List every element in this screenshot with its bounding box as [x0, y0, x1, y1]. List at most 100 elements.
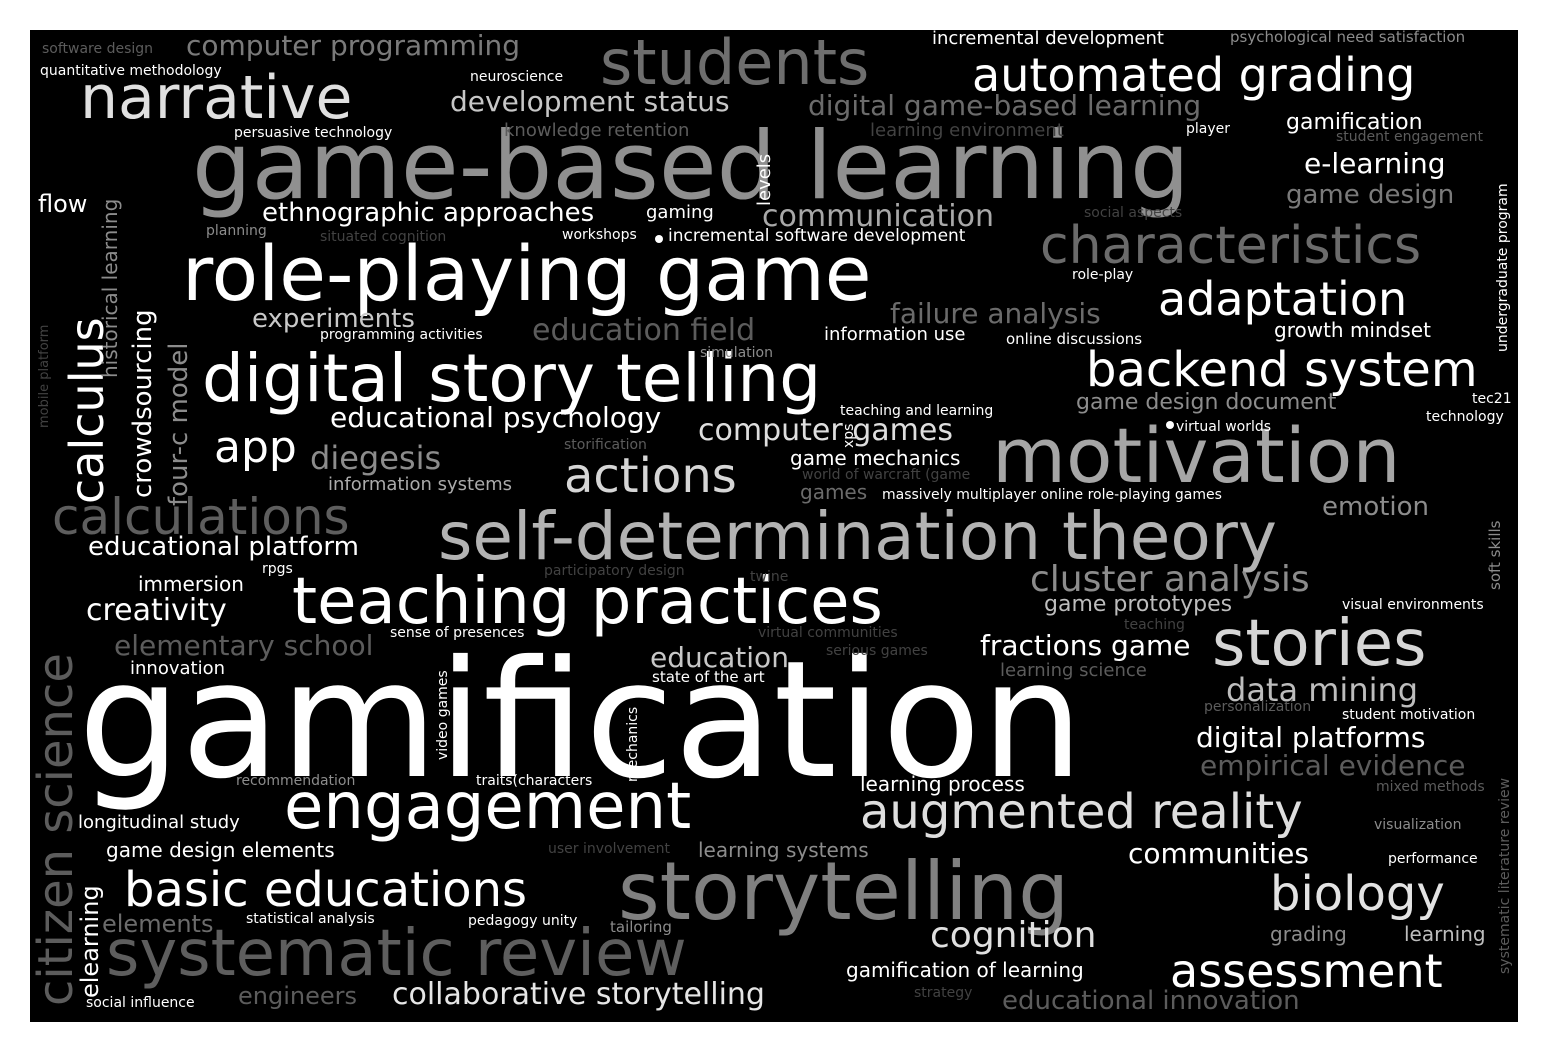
word-world-of-warcraft: world of warcraft (game — [802, 467, 971, 483]
word-game-design: game design — [1286, 180, 1455, 210]
word-app: app — [214, 422, 297, 473]
word-gamification-of-learning: gamification of learning — [846, 958, 1084, 982]
word-strategy: strategy — [914, 985, 973, 1001]
word-backend-system: backend system — [1086, 342, 1478, 398]
word-empirical-evidence: empirical evidence — [1200, 749, 1466, 782]
word-failure-analysis: failure analysis — [890, 297, 1101, 330]
word-assessment: assessment — [1170, 944, 1443, 998]
word-automated-grading: automated grading — [972, 48, 1416, 102]
word-participatory-design: participatory design — [544, 563, 685, 579]
word-information-systems: information systems — [328, 474, 513, 495]
word-mobile-platform: mobile platform — [37, 324, 52, 428]
word-crowdsourcing: crowdsourcing — [128, 309, 158, 498]
word-learning-systems: learning systems — [698, 838, 869, 862]
word-player: player — [1186, 121, 1231, 137]
word-mechanics: mechanics — [625, 706, 641, 782]
word-user-involvement: user involvement — [548, 841, 671, 857]
word-game-design-elements: game design elements — [106, 838, 335, 862]
word-storification: storification — [564, 437, 647, 453]
word-online-discussions: online discussions — [1006, 330, 1143, 348]
word-game-mechanics: game mechanics — [790, 446, 961, 470]
word-biology: biology — [1270, 866, 1445, 922]
word-cluster-analysis: cluster analysis — [1030, 559, 1310, 600]
word-development-status: development status — [450, 85, 730, 118]
word-systematic-review: systematic review — [106, 917, 687, 991]
word-adaptation: adaptation — [1158, 272, 1408, 326]
word-engineers: engineers — [238, 982, 357, 1010]
word-fractions-game: fractions game — [980, 629, 1191, 662]
word-students: students — [600, 30, 870, 99]
word-e-learning: e-learning — [1304, 147, 1446, 180]
word-innovation: innovation — [130, 658, 225, 679]
word-levels: levels — [754, 153, 775, 206]
word-self-determination-theory: self-determination theory — [438, 498, 1277, 575]
word-historical-learning: historical learning — [98, 198, 122, 378]
word-tailoring: tailoring — [610, 918, 672, 936]
word-quantitative-methodology: quantitative methodology — [40, 63, 222, 79]
word-computer-programming: computer programming — [186, 30, 521, 62]
word-xps: xps — [841, 423, 857, 448]
word-simulation: simulation — [700, 345, 773, 361]
word-student-engagement: student engagement — [1336, 129, 1484, 145]
word-student-motivation: student motivation — [1342, 707, 1476, 723]
dot-1 — [655, 235, 663, 243]
word-motivation: motivation — [992, 411, 1401, 500]
word-teaching-and-learning: teaching and learning — [840, 403, 994, 419]
word-educational-psychology: educational psychology — [330, 401, 662, 434]
word-growth-mindset: growth mindset — [1274, 318, 1431, 342]
word-role-play: role-play — [1072, 267, 1134, 283]
word-elementary-school: elementary school — [114, 629, 374, 662]
word-mixed-methods: mixed methods — [1376, 779, 1485, 795]
word-teaching: teaching — [1124, 617, 1185, 633]
word-social-influence: social influence — [86, 995, 195, 1011]
word-information-use: information use — [824, 324, 966, 345]
word-emotion: emotion — [1322, 492, 1430, 522]
word-augmented-reality: augmented reality — [860, 784, 1303, 840]
word-mmorpg: massively multiplayer online role-playin… — [882, 487, 1222, 503]
word-creativity: creativity — [86, 593, 227, 628]
word-data-mining: data mining — [1226, 671, 1419, 709]
word-software-design: software design — [42, 41, 154, 57]
word-citizen-science: citizen science — [30, 653, 84, 1006]
word-workshops: workshops — [562, 227, 637, 243]
word-pedagogy: pedagogy — [468, 913, 538, 929]
word-characteristics: characteristics — [1040, 216, 1422, 276]
word-virtual-communities: virtual communities — [758, 625, 898, 641]
word-neuroscience: neuroscience — [470, 69, 564, 85]
word-programming-activities: programming activities — [320, 327, 483, 343]
word-rpgs: rpgs — [262, 561, 293, 577]
word-performance: performance — [1388, 851, 1478, 867]
word-personalization: personalization — [1204, 699, 1312, 715]
word-soft-skills: soft skills — [1486, 520, 1504, 590]
word-learning-environment: learning environment — [870, 120, 1064, 141]
word-traits-characters: traits(characters — [476, 773, 593, 789]
word-twine: twine — [750, 569, 789, 585]
word-computer-games: computer games — [698, 413, 953, 448]
word-education: education — [650, 641, 789, 674]
word-games: games — [800, 480, 868, 504]
word-collaborative-storytelling: collaborative storytelling — [392, 977, 765, 1012]
word-game-prototypes: game prototypes — [1044, 592, 1233, 617]
word-narrative: narrative — [80, 63, 353, 133]
word-statistical-analysis: statistical analysis — [246, 911, 375, 927]
word-ethnographic-approaches: ethnographic approaches — [262, 198, 595, 228]
word-longitudinal-study: longitudinal study — [78, 812, 240, 833]
word-educational-innovation: educational innovation — [1002, 986, 1300, 1016]
word-stories: stories — [1212, 607, 1427, 681]
word-cognition: cognition — [930, 915, 1097, 956]
word-grading: grading — [1270, 922, 1347, 946]
word-visualization: visualization — [1374, 817, 1462, 833]
word-psychological-need-satisfaction: psychological need satisfaction — [1230, 30, 1466, 46]
word-calculations: calculations — [52, 488, 350, 546]
word-digital-game-based-learning: digital game-based learning — [808, 89, 1202, 122]
word-teaching-practices: teaching practices — [292, 565, 883, 639]
word-video-games: video games — [435, 670, 451, 760]
word-elements: elements — [102, 910, 214, 938]
dot-2 — [1166, 421, 1174, 429]
word-learning-process: learning process — [860, 772, 1025, 796]
word-persuasive-technology: persuasive technology — [234, 125, 393, 141]
word-situated-cognition: situated cognition — [320, 229, 447, 245]
word-unity: unity — [542, 913, 578, 929]
word-communities: communities — [1128, 837, 1309, 870]
word-gaming: gaming — [646, 202, 714, 223]
